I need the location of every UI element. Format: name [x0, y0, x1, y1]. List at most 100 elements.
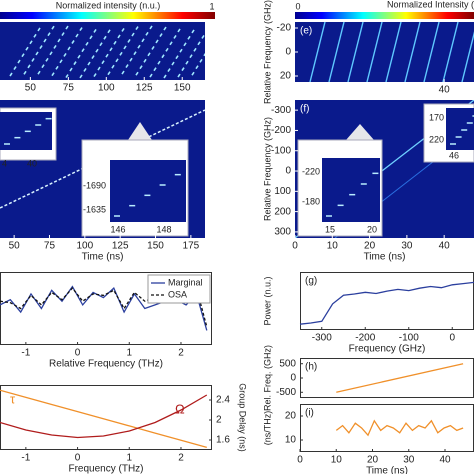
streak: [309, 22, 326, 82]
y-axis-label: Power (n.u.): [262, 276, 272, 325]
y-axis-label: (ns/THz): [262, 411, 272, 446]
inset-tick-label: 4: [2, 158, 7, 168]
y-tick-label: -20: [277, 23, 292, 34]
series-line: [335, 419, 464, 437]
y-axis-label: Relative Frequency (GHz): [262, 117, 272, 221]
x-tick-label: 10: [327, 241, 339, 252]
streak: [366, 22, 383, 82]
inset-callout: [128, 122, 152, 140]
streak: [23, 25, 55, 75]
x-tick-label: 0: [75, 348, 81, 359]
legend-label: OSA: [168, 289, 187, 299]
streak: [107, 26, 139, 76]
panel-label: (e): [300, 26, 312, 37]
colorbar: [0, 12, 215, 19]
streak: [177, 34, 205, 78]
streak: [404, 22, 421, 82]
inset-tick-label: 148: [156, 224, 171, 234]
y-tick-label: 0: [290, 373, 296, 384]
y-tick-label: 20: [285, 411, 297, 422]
colorbar-label: Normalized intensity (n.u.): [56, 0, 161, 10]
x-tick-label: 175: [183, 241, 200, 252]
x-tick-label: 2: [178, 348, 184, 359]
x-tick-label: 1: [126, 348, 132, 359]
x-axis-label: Relative Frequency (THz): [49, 359, 163, 370]
x-tick-label: 0: [75, 453, 81, 464]
inset-tick-label: -1635: [83, 204, 106, 214]
plot-frame: [0, 385, 212, 450]
x-tick-label: 50: [25, 83, 37, 94]
y-tick-label: -500: [276, 387, 296, 398]
x-tick-label: 20: [364, 241, 376, 252]
x-tick-label: 125: [112, 241, 129, 252]
streak: [423, 22, 440, 82]
y-axis-label: Rel. Freq. (GHz): [262, 345, 272, 411]
plot-frame: [0, 272, 212, 345]
y-axis-label: Relative Frequency (GHz): [262, 0, 272, 104]
panel-label: (f): [300, 104, 309, 115]
x-tick-label: 100: [98, 83, 115, 94]
inset-tick-label: -1690: [83, 180, 106, 190]
streak: [65, 28, 97, 78]
x-tick-label: 1: [126, 453, 132, 464]
x-tick-label: 75: [44, 241, 56, 252]
inset-tick-label: 220: [429, 134, 444, 144]
y2-tick-label: 2.4: [216, 395, 230, 406]
streak: [191, 52, 205, 76]
inset-plot: [322, 158, 380, 222]
x-tick-label: 2: [178, 453, 184, 464]
series-line: [0, 389, 207, 449]
annotation: Ω: [175, 401, 185, 416]
streak: [135, 26, 167, 76]
y-tick-label: 200: [274, 206, 291, 217]
y-tick-label: 100: [274, 186, 291, 197]
inset-tick-label: -180: [302, 196, 320, 206]
inset-tick-label: 146: [110, 224, 125, 234]
inset-tick-label: -220: [302, 166, 320, 176]
streak: [347, 22, 364, 82]
streak: [328, 22, 345, 82]
streak: [442, 22, 459, 82]
inset-tick-label: 170: [429, 112, 444, 122]
annotation: τ: [10, 391, 16, 406]
inset-tick-label: 46: [449, 150, 459, 160]
series-line: [0, 394, 208, 439]
x-axis-label: Frequency (GHz): [349, 344, 426, 355]
colorbar: [295, 12, 474, 19]
y-tick-label: 10: [285, 435, 297, 446]
y2-tick-label: 1.6: [216, 435, 230, 446]
heatmap-layer: [0, 109, 205, 209]
heatmap-layer: [309, 22, 474, 82]
y-tick-label: 500: [279, 358, 296, 369]
streak: [121, 25, 153, 75]
streak: [385, 22, 402, 82]
streak: [79, 29, 111, 79]
y2-axis-label: Group Delay (ns): [238, 383, 248, 452]
x-tick-label: 150: [147, 241, 164, 252]
x-tick-label: 40: [439, 241, 451, 252]
x-tick-label: 150: [174, 83, 191, 94]
x-tick-label: 125: [136, 83, 153, 94]
streak: [0, 109, 205, 209]
plot-frame: [300, 404, 474, 452]
legend-label: Marginal: [168, 277, 203, 287]
y-tick-label: 0: [285, 47, 291, 58]
streak: [51, 27, 83, 77]
streak: [149, 28, 181, 78]
x-tick-label: 50: [9, 241, 21, 252]
x-axis-label: Frequency (THz): [68, 464, 143, 474]
legend-box: [147, 274, 211, 304]
x-axis-label: Time (ns): [366, 466, 408, 474]
inset-tick-label: 20: [367, 224, 377, 234]
x-tick-label: -1: [21, 348, 30, 359]
series-line: [299, 281, 474, 325]
streak: [9, 27, 41, 77]
panel-label: (i): [305, 408, 314, 419]
x-tick-label: -100: [399, 333, 419, 344]
plot-frame: [300, 358, 474, 398]
x-tick-label: 40: [439, 455, 451, 466]
x-tick-label: 0: [292, 241, 298, 252]
streak: [163, 29, 195, 79]
y-tick-label: -200: [271, 125, 291, 136]
